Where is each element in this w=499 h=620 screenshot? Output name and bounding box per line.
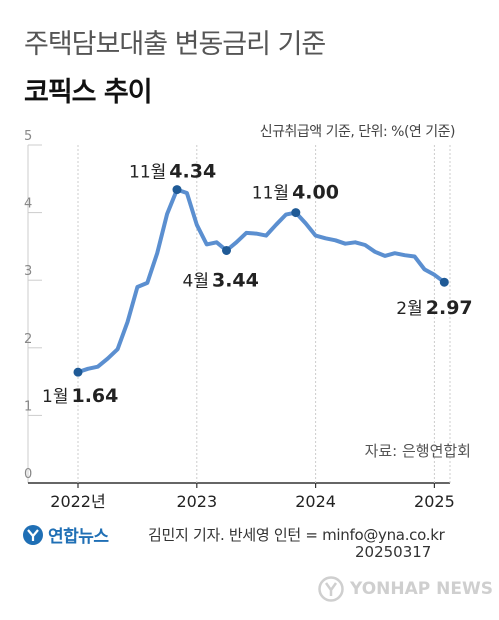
- yonhap-logo-icon: [23, 524, 43, 545]
- data-label-month: 4월: [183, 271, 209, 291]
- data-label-month: 11월: [252, 184, 289, 204]
- data-point-marker: [172, 185, 182, 195]
- x-tick-label: 2023: [176, 492, 217, 511]
- y-tick-label: 2: [24, 332, 32, 347]
- data-point-marker: [222, 245, 231, 255]
- yonhap-watermark: YONHAP NEWS: [318, 576, 493, 602]
- data-label-month: 2월: [396, 299, 422, 319]
- y-tick-label: 3: [24, 264, 32, 279]
- data-label-month: 11월: [129, 163, 166, 183]
- watermark-text: YONHAP NEWS: [350, 579, 493, 599]
- logo-text: 연합뉴스: [48, 527, 109, 547]
- data-label-month: 1월: [42, 387, 68, 407]
- data-point-marker: [73, 367, 83, 377]
- data-label-value: 4.00: [292, 182, 339, 204]
- source-note: 자료: 은행연합회: [364, 442, 471, 460]
- data-label-value: 1.64: [71, 385, 118, 407]
- data-label: 11월 4.00: [252, 182, 339, 204]
- y-tick-label: 4: [24, 197, 32, 212]
- x-tick-label: 2025: [414, 492, 455, 511]
- y-tick-label: 5: [24, 129, 32, 144]
- unit-note: 신규취급액 기준, 단위: %(연 기준): [259, 124, 456, 140]
- chart-title-line1: 주택담보대출 변동금리 기준: [24, 29, 326, 60]
- data-label-value: 3.44: [212, 269, 259, 291]
- chart-title-line2: 코픽스 추이: [24, 77, 153, 108]
- data-label: 1월 1.64: [42, 385, 118, 407]
- y-tick-label: 0: [24, 467, 32, 482]
- data-label-value: 2.97: [426, 297, 473, 319]
- data-label-value: 4.34: [169, 161, 216, 183]
- y-tick-label: 1: [24, 399, 32, 414]
- watermark-logo-icon: [318, 576, 344, 602]
- credit-line: 김민지 기자. 반세영 인턴 = minfo@yna.co.kr: [148, 526, 445, 544]
- data-point-marker: [291, 208, 301, 218]
- x-tick-label: 2022년: [50, 492, 105, 511]
- data-label: 11월 4.34: [129, 161, 216, 183]
- yonhap-logo: 연합뉴스: [22, 522, 109, 547]
- x-tick-label: 2024: [295, 492, 336, 511]
- data-label: 4월 3.44: [183, 269, 259, 291]
- data-label: 2월 2.97: [396, 297, 472, 319]
- data-point-marker: [439, 277, 449, 287]
- kofix-series-line: [76, 187, 447, 375]
- date-code: 20250317: [355, 543, 432, 561]
